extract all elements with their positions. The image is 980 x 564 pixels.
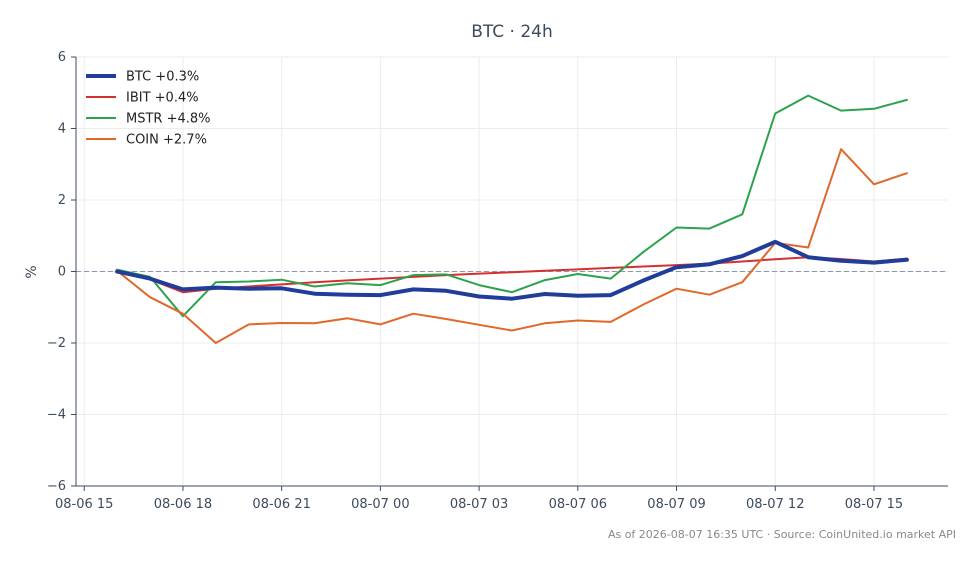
tick-labels: 08-06 15 08-06 18 08-06 21 08-07 00 08-07 03… — [47, 50, 903, 512]
x-tick-label: 08-06 18 — [154, 497, 212, 512]
series-line-0 — [115, 239, 909, 301]
y-tick-label: 6 — [58, 50, 66, 65]
axes — [71, 56, 948, 491]
legend: BTC +0.3% IBIT +0.4% MSTR +4.8% COIN +2.7% — [86, 70, 211, 148]
legend-label: IBIT +0.4% — [126, 91, 199, 106]
series-line-2 — [116, 94, 908, 318]
chart-title: BTC · 24h — [471, 22, 553, 42]
y-tick-label: −2 — [47, 336, 66, 351]
series-group — [115, 94, 909, 344]
x-tick-label: 08-07 00 — [351, 497, 409, 512]
y-tick-label: 2 — [58, 193, 66, 208]
y-tick-label: −4 — [47, 408, 66, 423]
y-tick-label: 0 — [58, 265, 66, 280]
legend-label: MSTR +4.8% — [126, 112, 211, 127]
footer-note: As of 2026-08-07 16:35 UTC · Source: Coi… — [608, 528, 956, 541]
x-tick-label: 08-07 09 — [647, 497, 705, 512]
y-axis-label: % — [24, 265, 40, 278]
y-tick-label: −6 — [47, 479, 66, 494]
x-tick-label: 08-06 21 — [252, 497, 310, 512]
x-tick-label: 08-06 15 — [55, 497, 113, 512]
legend-label: BTC +0.3% — [126, 70, 199, 85]
x-tick-label: 08-07 03 — [450, 497, 508, 512]
x-tick-label: 08-07 06 — [549, 497, 607, 512]
x-tick-label: 08-07 12 — [746, 497, 804, 512]
series-line-1 — [116, 256, 908, 294]
y-tick-label: 4 — [58, 122, 66, 137]
x-tick-label: 08-07 15 — [845, 497, 903, 512]
legend-label: COIN +2.7% — [126, 133, 207, 148]
